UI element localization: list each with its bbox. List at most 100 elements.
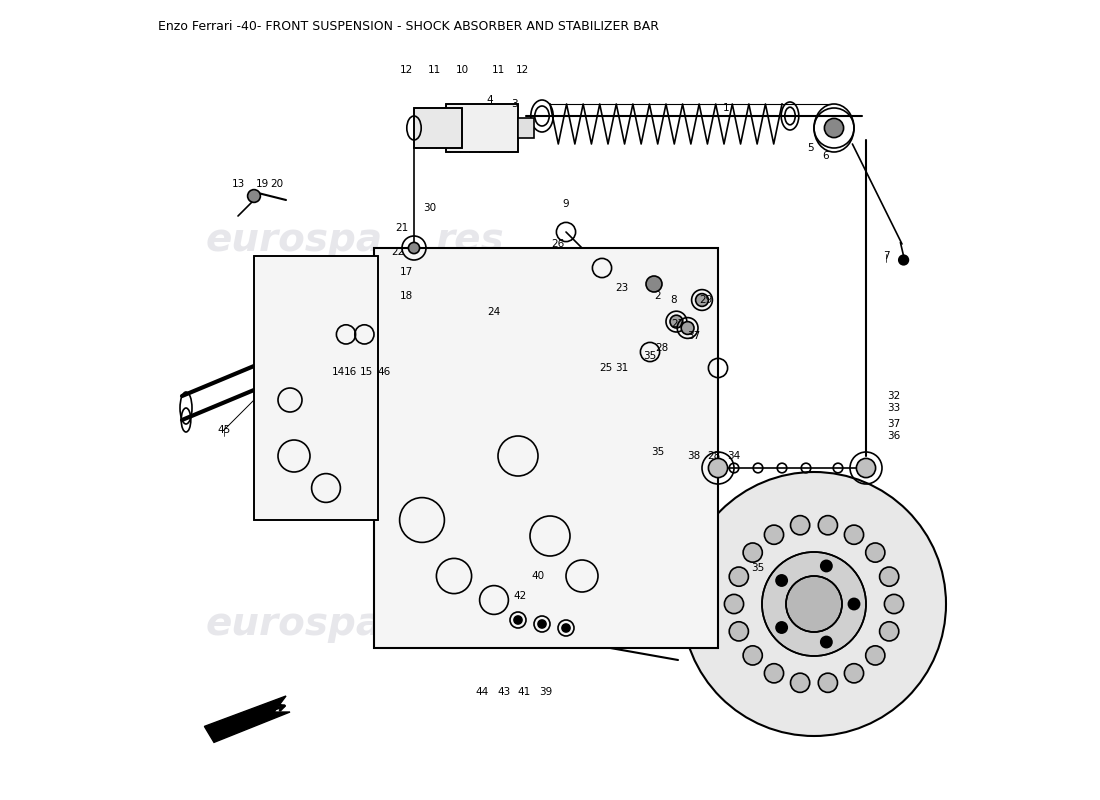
Circle shape [682,472,946,736]
Text: 37: 37 [888,419,901,429]
Text: 11: 11 [428,66,441,75]
Text: 3: 3 [510,99,517,109]
Circle shape [514,616,522,624]
Circle shape [562,624,570,632]
Text: 12: 12 [516,66,529,75]
Circle shape [670,315,683,328]
Text: 20: 20 [270,179,283,189]
Circle shape [538,620,546,628]
Circle shape [821,560,832,571]
Bar [446,104,518,152]
Circle shape [866,543,884,562]
Circle shape [845,525,864,544]
Bar [332,268,400,308]
Text: 43: 43 [497,687,510,697]
Circle shape [708,458,727,478]
Bar [254,256,378,520]
Circle shape [845,664,864,683]
Circle shape [681,322,694,334]
Bar [400,264,412,312]
Text: 12: 12 [399,66,412,75]
Circle shape [821,637,832,648]
Text: res: res [452,605,520,643]
Text: 26: 26 [551,239,564,249]
Bar [254,256,378,520]
Bar [414,108,462,148]
Text: 39: 39 [539,687,552,697]
Polygon shape [205,696,290,742]
Circle shape [866,646,884,665]
Circle shape [729,622,748,641]
Text: 25: 25 [600,363,613,373]
Circle shape [776,575,788,586]
Bar [414,108,462,148]
Text: 15: 15 [360,367,373,377]
Text: 18: 18 [399,291,412,301]
Text: 23: 23 [615,283,628,293]
Circle shape [764,525,783,544]
Text: Enzo Ferrari -40- FRONT SUSPENSION - SHOCK ABSORBER AND STABILIZER BAR: Enzo Ferrari -40- FRONT SUSPENSION - SHO… [158,20,659,33]
Circle shape [408,242,419,254]
Text: 13: 13 [231,179,244,189]
Text: 44: 44 [475,687,488,697]
Circle shape [818,516,837,535]
Text: 34: 34 [727,451,740,461]
Text: 1: 1 [723,103,729,113]
Circle shape [646,276,662,292]
Circle shape [729,567,748,586]
Text: 28: 28 [707,451,721,461]
Circle shape [248,190,261,202]
Text: res: res [436,221,504,259]
Circle shape [776,622,788,633]
Text: 4: 4 [486,95,493,105]
Text: 40: 40 [531,571,544,581]
Text: 42: 42 [513,591,526,601]
Text: 45: 45 [217,426,230,435]
Text: 41: 41 [518,687,531,697]
Text: 38: 38 [688,451,701,461]
Circle shape [880,622,899,641]
Circle shape [884,594,903,614]
Text: 17: 17 [399,267,412,277]
Text: 35: 35 [651,447,664,457]
Text: 7: 7 [882,251,889,261]
Text: 22: 22 [392,247,405,257]
Text: 24: 24 [487,307,500,317]
Text: 8: 8 [671,295,678,305]
Text: 28: 28 [656,343,669,353]
Text: 11: 11 [492,66,505,75]
Text: 37: 37 [688,331,701,341]
Bar [446,104,518,152]
Bar [374,248,718,648]
Text: 19: 19 [255,179,268,189]
Text: 33: 33 [888,403,901,413]
Text: eurospa: eurospa [206,221,383,259]
Text: 10: 10 [455,66,469,75]
Circle shape [824,118,844,138]
Text: 31: 31 [615,363,628,373]
Bar [332,268,400,308]
Circle shape [786,576,842,632]
Bar [518,118,534,138]
Circle shape [764,664,783,683]
Text: 35: 35 [751,563,764,573]
Text: 46: 46 [377,367,390,377]
Circle shape [725,594,744,614]
Circle shape [899,255,909,265]
Bar [374,248,718,648]
Text: 6: 6 [823,151,829,161]
Circle shape [744,543,762,562]
Text: 27: 27 [671,319,684,329]
Circle shape [791,673,810,692]
Circle shape [744,646,762,665]
Text: 16: 16 [343,367,356,377]
Text: 29: 29 [700,295,713,305]
Circle shape [857,458,876,478]
Circle shape [880,567,899,586]
Text: 21: 21 [395,223,408,233]
Circle shape [818,673,837,692]
Text: 9: 9 [563,199,570,209]
Text: eurospa: eurospa [206,605,383,643]
Circle shape [791,516,810,535]
Text: 14: 14 [331,367,344,377]
